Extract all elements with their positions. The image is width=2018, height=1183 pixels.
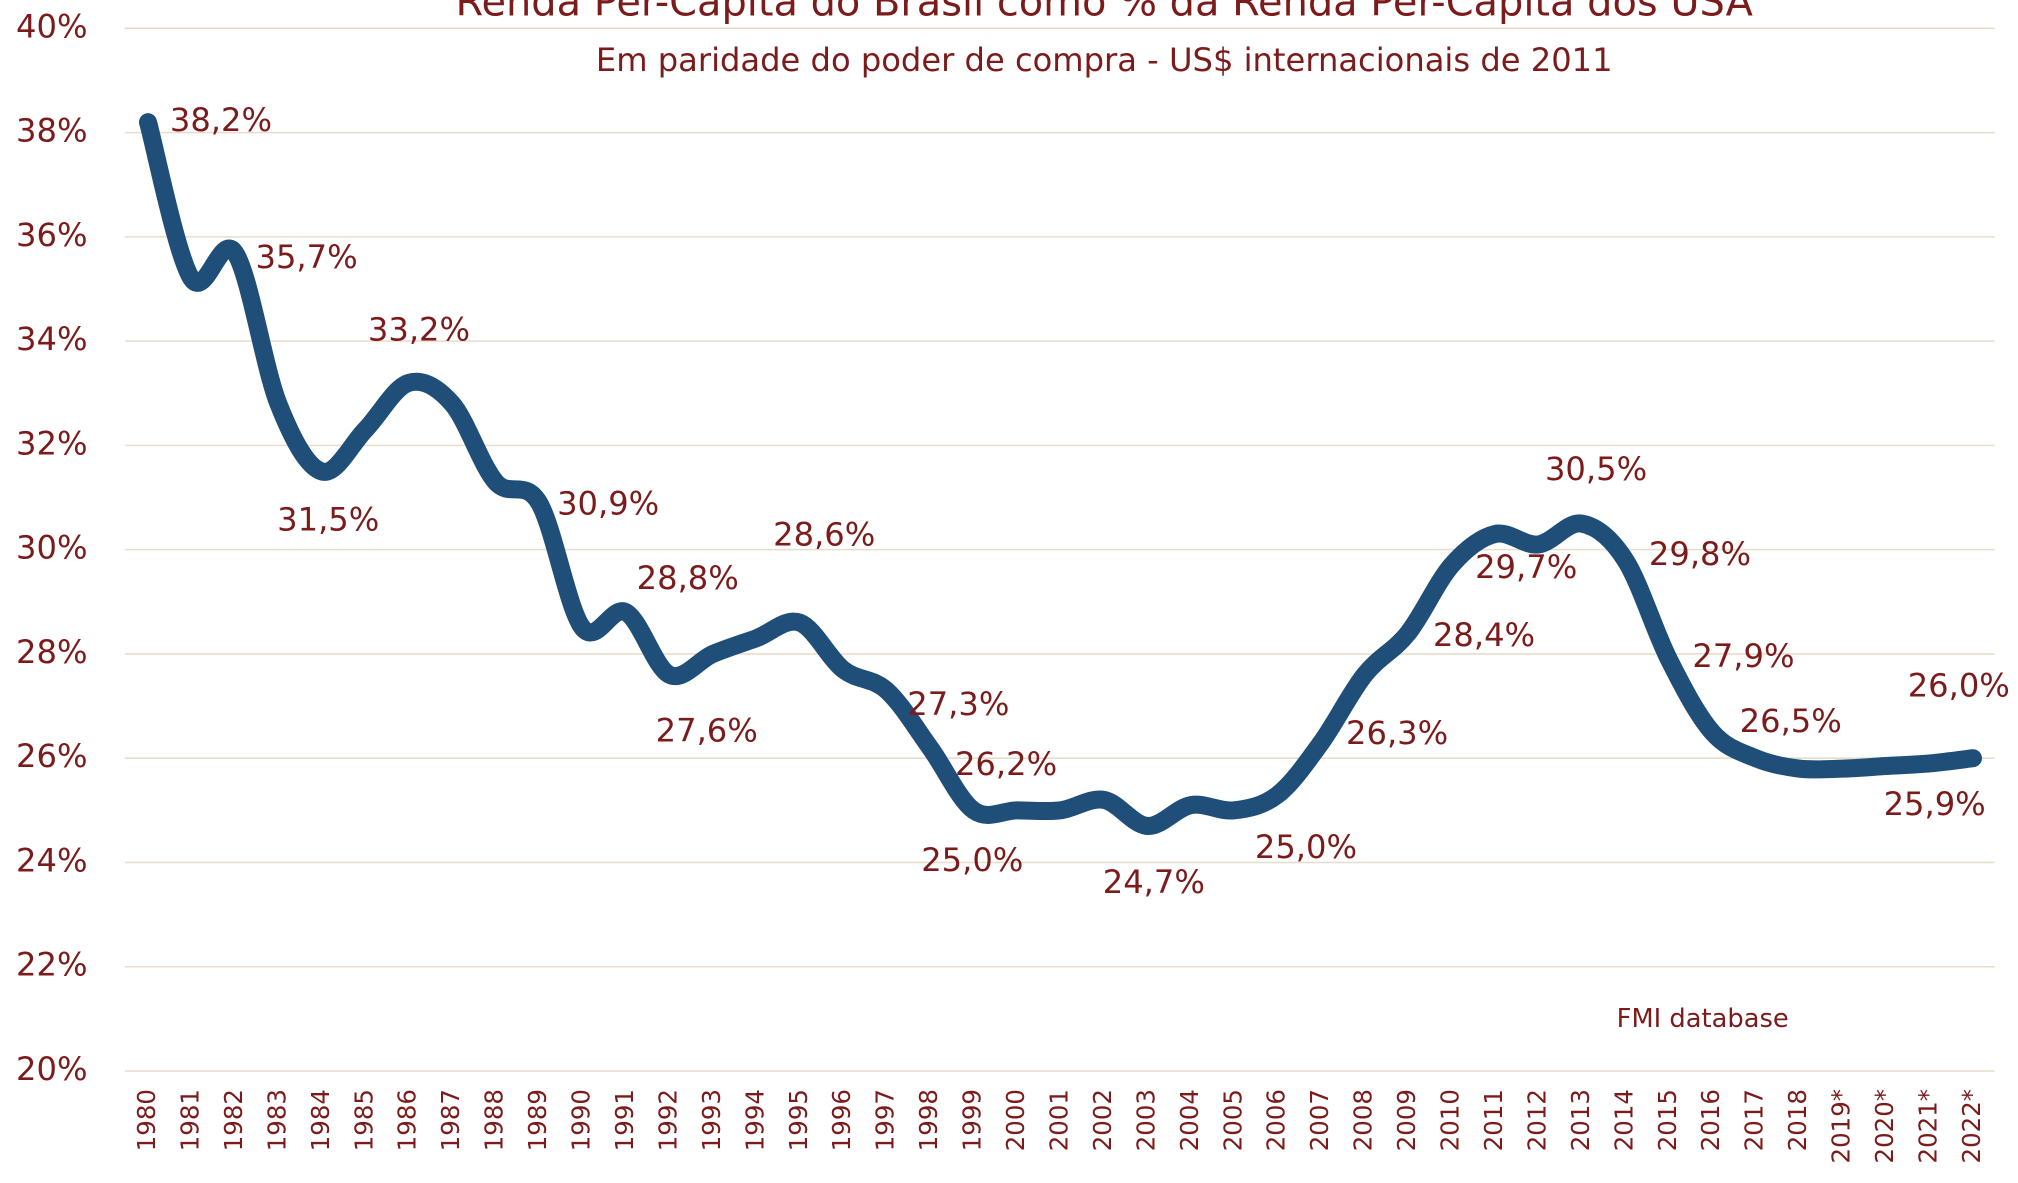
x-tick-label: 2012 (1522, 1089, 1551, 1151)
data-label: 26,2% (955, 745, 1057, 783)
x-tick-label: 2007 (1305, 1089, 1334, 1151)
data-label: 28,4% (1433, 616, 1535, 654)
data-label: 38,2% (170, 101, 272, 139)
x-tick-label: 1999 (958, 1089, 987, 1151)
x-tick-label: 2010 (1436, 1089, 1465, 1151)
x-tick-label: 1993 (697, 1089, 726, 1151)
data-label: 33,2% (368, 310, 470, 348)
x-tick-label: 2011 (1479, 1089, 1508, 1151)
x-tick-label: 2018 (1783, 1089, 1812, 1151)
x-tick-label: 1985 (349, 1089, 378, 1151)
x-tick-label: 2009 (1392, 1089, 1421, 1151)
x-tick-label: 1989 (523, 1089, 552, 1151)
data-line (138, 113, 1982, 835)
data-label: 26,5% (1740, 702, 1842, 740)
x-tick-label: 1996 (827, 1089, 856, 1151)
data-label: 27,9% (1692, 637, 1794, 675)
x-tick-label: 2004 (1175, 1089, 1204, 1151)
x-tick-label: 1980 (132, 1089, 161, 1151)
y-tick-label: 34% (16, 320, 87, 358)
chart-subtitle: Em paridade do poder de compra - US$ int… (596, 41, 1613, 79)
x-tick-label: 1998 (914, 1089, 943, 1151)
x-tick-label: 1995 (784, 1089, 813, 1151)
x-tick-label: 2002 (1088, 1089, 1117, 1151)
x-tick-label: 2013 (1566, 1089, 1595, 1151)
x-tick-label: 2006 (1262, 1089, 1291, 1151)
y-tick-label: 32% (16, 424, 87, 462)
x-tick-label: 1997 (871, 1089, 900, 1151)
x-tick-label: 1982 (219, 1089, 248, 1151)
chart-title: Renda Per-Capita do Brasil como % da Ren… (456, 0, 1753, 26)
x-tick-label: 1981 (175, 1089, 204, 1151)
y-tick-label: 30% (16, 529, 87, 567)
x-tick-label: 2008 (1349, 1089, 1378, 1151)
data-label: 25,0% (921, 841, 1023, 879)
data-label: 30,5% (1545, 450, 1647, 488)
x-tick-label: 1987 (436, 1089, 465, 1151)
x-tick-label: 1991 (610, 1089, 639, 1151)
x-tick-label: 2017 (1740, 1089, 1769, 1151)
y-tick-label: 26% (16, 737, 87, 775)
x-tick-label: 2021* (1914, 1089, 1943, 1163)
x-tick-label: 2005 (1218, 1089, 1247, 1151)
x-tick-label: 2014 (1609, 1089, 1638, 1151)
data-label: 25,0% (1255, 828, 1357, 866)
data-label: 29,7% (1475, 548, 1577, 586)
annotation: FMI database (1617, 1004, 1789, 1034)
data-label: 26,3% (1346, 714, 1448, 752)
y-tick-label: 28% (16, 633, 87, 671)
data-label: 28,8% (637, 559, 739, 597)
data-label: 26,0% (1908, 666, 2010, 704)
y-tick-label: 36% (16, 216, 87, 254)
x-tick-label: 1983 (262, 1089, 291, 1151)
y-tick-label: 40% (16, 7, 87, 45)
data-label: 25,9% (1884, 785, 1986, 823)
x-tick-label: 2019* (1827, 1089, 1856, 1163)
data-label: 29,8% (1649, 535, 1751, 573)
x-tick-label: 1984 (306, 1089, 335, 1151)
x-tick-label: 2022* (1957, 1089, 1986, 1163)
data-label: 30,9% (557, 484, 659, 522)
data-label: 27,6% (656, 712, 758, 750)
data-label: 31,5% (277, 501, 379, 539)
x-tick-label: 2020* (1870, 1089, 1899, 1163)
y-tick-label: 22% (16, 946, 87, 984)
y-tick-label: 38% (16, 112, 87, 150)
data-label: 35,7% (255, 238, 357, 276)
data-label: 24,7% (1103, 863, 1205, 901)
x-tick-label: 2016 (1696, 1089, 1725, 1151)
x-tick-label: 1986 (393, 1089, 422, 1151)
y-tick-label: 20% (16, 1050, 87, 1088)
x-tick-label: 2001 (1044, 1089, 1073, 1151)
x-tick-label: 1990 (567, 1089, 596, 1151)
x-tick-label: 1988 (480, 1089, 509, 1151)
x-tick-label: 2015 (1653, 1089, 1682, 1151)
y-tick-label: 24% (16, 841, 87, 879)
x-tick-label: 1994 (740, 1089, 769, 1151)
data-label: 28,6% (773, 515, 875, 553)
x-tick-label: 2000 (1001, 1089, 1030, 1151)
x-tick-label: 2003 (1131, 1089, 1160, 1151)
x-tick-label: 1992 (653, 1089, 682, 1151)
data-label: 27,3% (907, 685, 1009, 723)
